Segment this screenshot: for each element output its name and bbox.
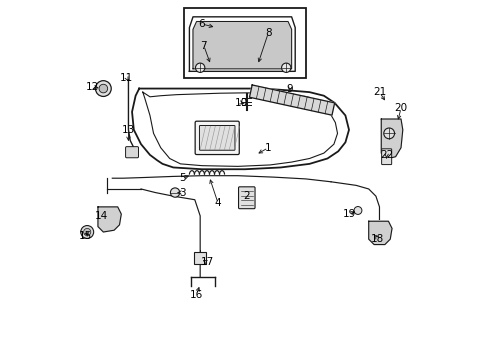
Text: 12: 12 xyxy=(86,82,99,92)
Text: 4: 4 xyxy=(215,198,221,208)
Text: 19: 19 xyxy=(343,209,356,219)
Text: 6: 6 xyxy=(198,19,205,29)
Text: 13: 13 xyxy=(122,125,135,135)
Circle shape xyxy=(196,63,205,72)
Text: 7: 7 xyxy=(200,41,207,50)
Circle shape xyxy=(81,226,94,238)
FancyBboxPatch shape xyxy=(195,121,239,154)
Polygon shape xyxy=(249,85,335,115)
Circle shape xyxy=(282,63,291,72)
Bar xyxy=(184,8,306,78)
Text: 10: 10 xyxy=(235,98,248,108)
Text: 8: 8 xyxy=(265,28,271,38)
Text: 15: 15 xyxy=(79,231,92,240)
Text: 1: 1 xyxy=(265,143,271,153)
FancyBboxPatch shape xyxy=(382,149,392,165)
Text: 9: 9 xyxy=(287,84,293,94)
Circle shape xyxy=(96,81,111,96)
Text: 18: 18 xyxy=(371,234,384,244)
Polygon shape xyxy=(193,22,292,69)
Circle shape xyxy=(384,128,394,139)
FancyBboxPatch shape xyxy=(199,126,235,150)
Text: 22: 22 xyxy=(380,150,393,160)
Circle shape xyxy=(84,228,91,235)
Circle shape xyxy=(354,207,362,215)
Text: 21: 21 xyxy=(373,87,386,97)
Text: 2: 2 xyxy=(244,191,250,201)
Circle shape xyxy=(171,188,180,197)
Text: 17: 17 xyxy=(201,257,214,267)
Text: 14: 14 xyxy=(95,211,108,221)
Circle shape xyxy=(99,84,108,93)
FancyBboxPatch shape xyxy=(239,187,255,209)
Polygon shape xyxy=(381,119,403,158)
Text: 5: 5 xyxy=(179,173,186,183)
Polygon shape xyxy=(368,221,392,244)
Bar xyxy=(195,252,206,264)
Text: 20: 20 xyxy=(394,103,408,113)
Text: 11: 11 xyxy=(120,73,133,83)
Text: 16: 16 xyxy=(190,290,203,300)
Polygon shape xyxy=(98,207,122,232)
FancyBboxPatch shape xyxy=(125,147,139,158)
Text: 3: 3 xyxy=(179,188,186,198)
